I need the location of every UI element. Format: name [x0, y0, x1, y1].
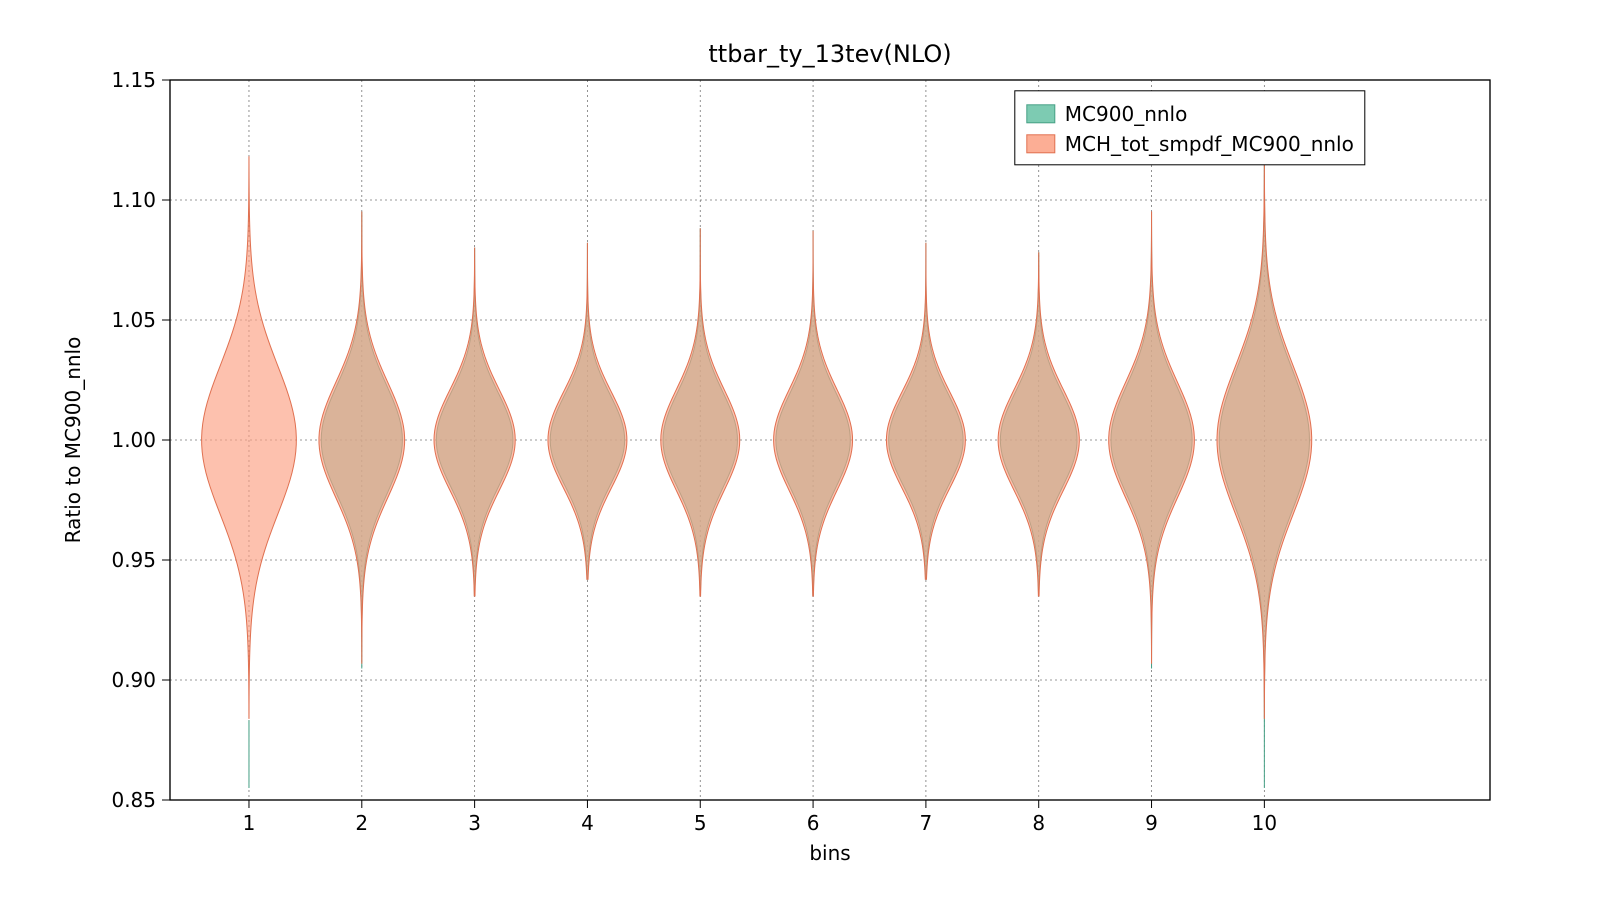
ytick-label: 1.15: [111, 68, 156, 92]
x-axis-label: bins: [809, 841, 850, 865]
xtick-label: 9: [1145, 811, 1158, 835]
ytick-label: 0.90: [111, 668, 156, 692]
legend: MC900_nnlo MCH_tot_smpdf_MC900_nnlo: [1015, 91, 1365, 165]
xtick-label: 6: [807, 811, 820, 835]
chart-container: 0.85 0.90 0.95 1.00 1.05 1.10 1.15 1 2 3 4 5 6 7 8 9 10 t…: [0, 0, 1600, 900]
ytick-label: 0.85: [111, 788, 156, 812]
legend-swatch: [1027, 105, 1055, 123]
xtick-label: 2: [355, 811, 368, 835]
xtick-label: 7: [920, 811, 933, 835]
xtick-label: 1: [243, 811, 256, 835]
xtick-label: 3: [468, 811, 481, 835]
legend-swatch: [1027, 135, 1055, 153]
ytick-label: 1.10: [111, 188, 156, 212]
ytick-label: 0.95: [111, 548, 156, 572]
xtick-label: 4: [581, 811, 594, 835]
violin-chart: 0.85 0.90 0.95 1.00 1.05 1.10 1.15 1 2 3 4 5 6 7 8 9 10 t…: [0, 0, 1600, 900]
y-axis-label: Ratio to MC900_nnlo: [61, 337, 85, 544]
xtick-label: 10: [1252, 811, 1277, 835]
legend-label: MC900_nnlo: [1065, 102, 1188, 126]
ytick-label: 1.00: [111, 428, 156, 452]
ytick-label: 1.05: [111, 308, 156, 332]
xtick-label: 5: [694, 811, 707, 835]
xtick-label: 8: [1032, 811, 1045, 835]
chart-title: ttbar_ty_13tev(NLO): [708, 40, 951, 68]
legend-label: MCH_tot_smpdf_MC900_nnlo: [1065, 132, 1354, 156]
